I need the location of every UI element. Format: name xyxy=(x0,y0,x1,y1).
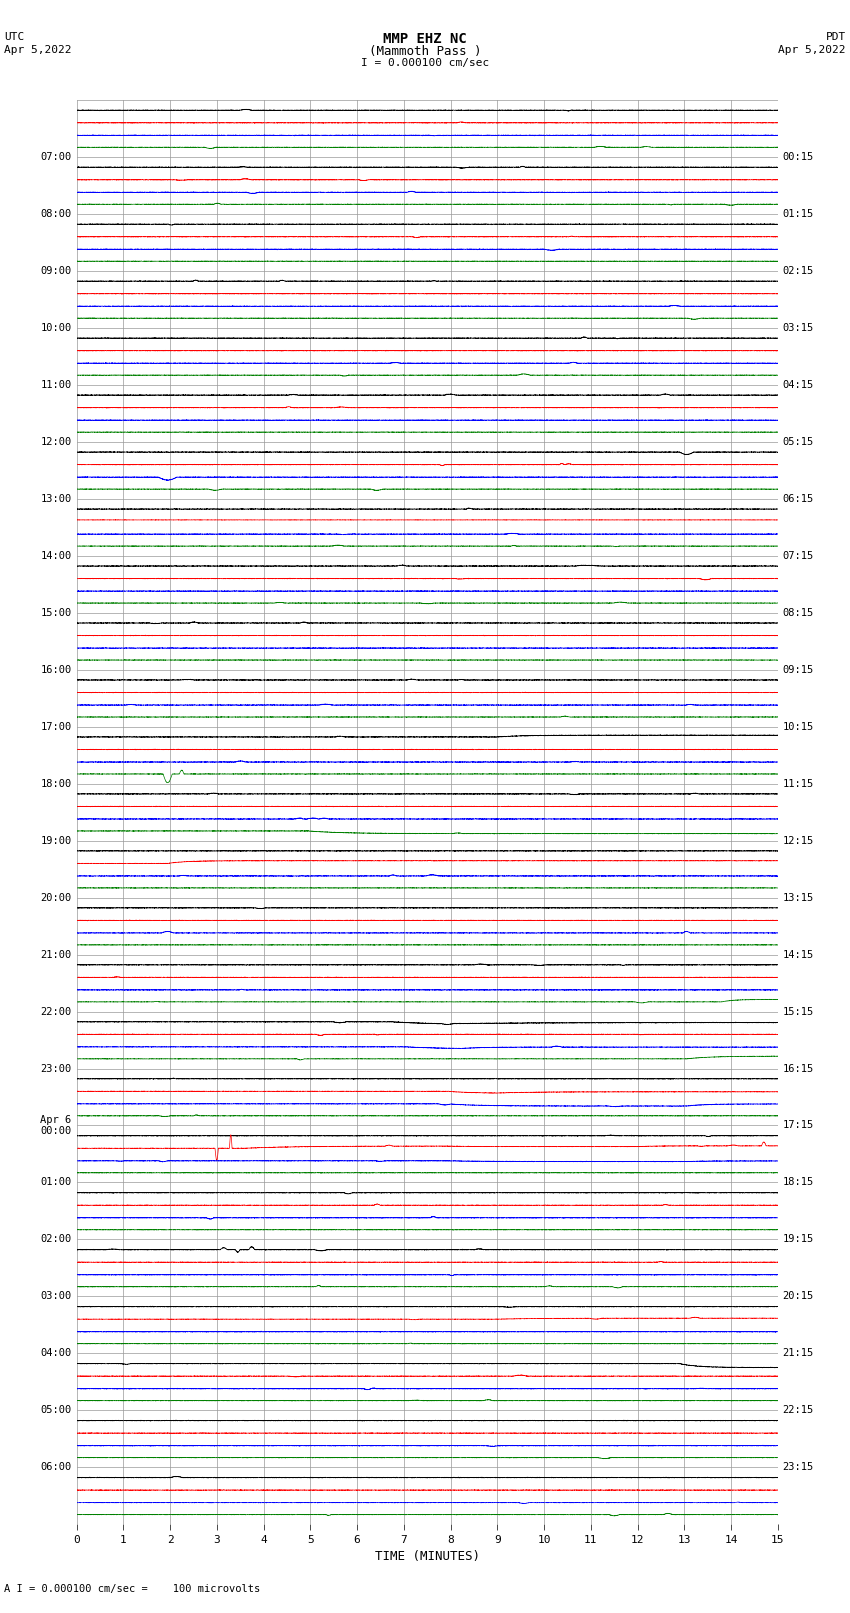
Text: Apr 5,2022: Apr 5,2022 xyxy=(4,45,71,55)
X-axis label: TIME (MINUTES): TIME (MINUTES) xyxy=(375,1550,479,1563)
Text: MMP EHZ NC: MMP EHZ NC xyxy=(383,32,467,47)
Text: Apr 5,2022: Apr 5,2022 xyxy=(779,45,846,55)
Text: PDT: PDT xyxy=(825,32,846,42)
Text: (Mammoth Pass ): (Mammoth Pass ) xyxy=(369,45,481,58)
Text: A I = 0.000100 cm/sec =    100 microvolts: A I = 0.000100 cm/sec = 100 microvolts xyxy=(4,1584,260,1594)
Text: I = 0.000100 cm/sec: I = 0.000100 cm/sec xyxy=(361,58,489,68)
Text: UTC: UTC xyxy=(4,32,25,42)
